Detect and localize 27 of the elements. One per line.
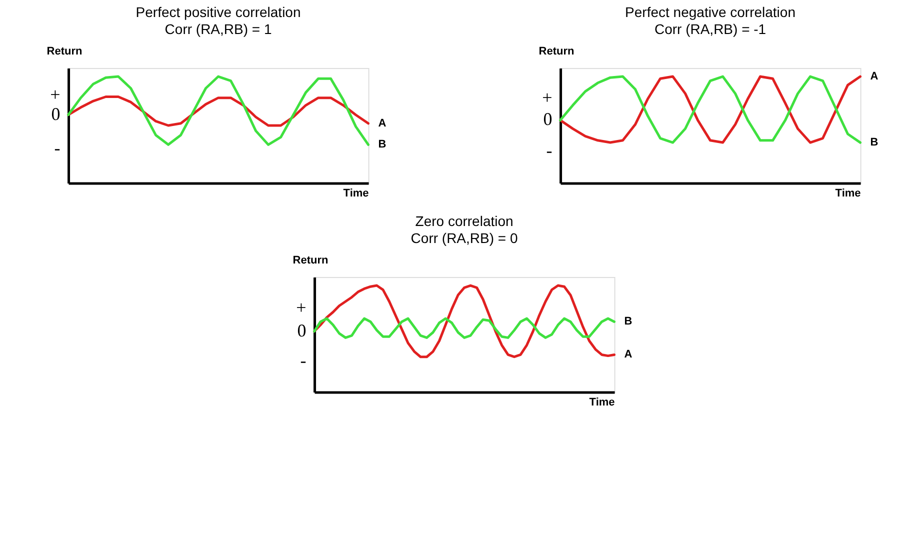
chart-subtitle: Corr (RA,RB) = 0 (410, 230, 518, 246)
series-label: B (624, 316, 632, 328)
chart-subtitle: Corr (RA,RB) = 1 (164, 21, 272, 37)
x-axis-title: Time (835, 188, 861, 200)
series-label: A (378, 117, 386, 130)
chart-title: Zero correlation (415, 213, 514, 229)
series-label: B (870, 136, 878, 149)
text: 0 (543, 109, 552, 130)
text: + (50, 84, 60, 105)
chart-title: Perfect positive correlation (136, 4, 301, 20)
series-label: A (624, 348, 632, 361)
y-axis-title: Return (46, 46, 83, 58)
series-label: B (378, 138, 386, 151)
text: - (300, 350, 306, 371)
text: 0 (297, 320, 306, 340)
y-axis-title: Return (538, 46, 575, 58)
text: - (546, 140, 552, 161)
text: + (542, 87, 552, 108)
text: 0 (51, 104, 60, 124)
y-axis-title: Return (292, 254, 329, 266)
text: + (296, 297, 306, 318)
x-axis-title: Time (589, 396, 615, 408)
text: - (54, 138, 60, 158)
series-label: A (870, 70, 878, 83)
chart-subtitle: Corr (RA,RB) = -1 (654, 21, 766, 37)
x-axis-title: Time (343, 188, 369, 200)
chart-title: Perfect negative correlation (625, 4, 796, 20)
